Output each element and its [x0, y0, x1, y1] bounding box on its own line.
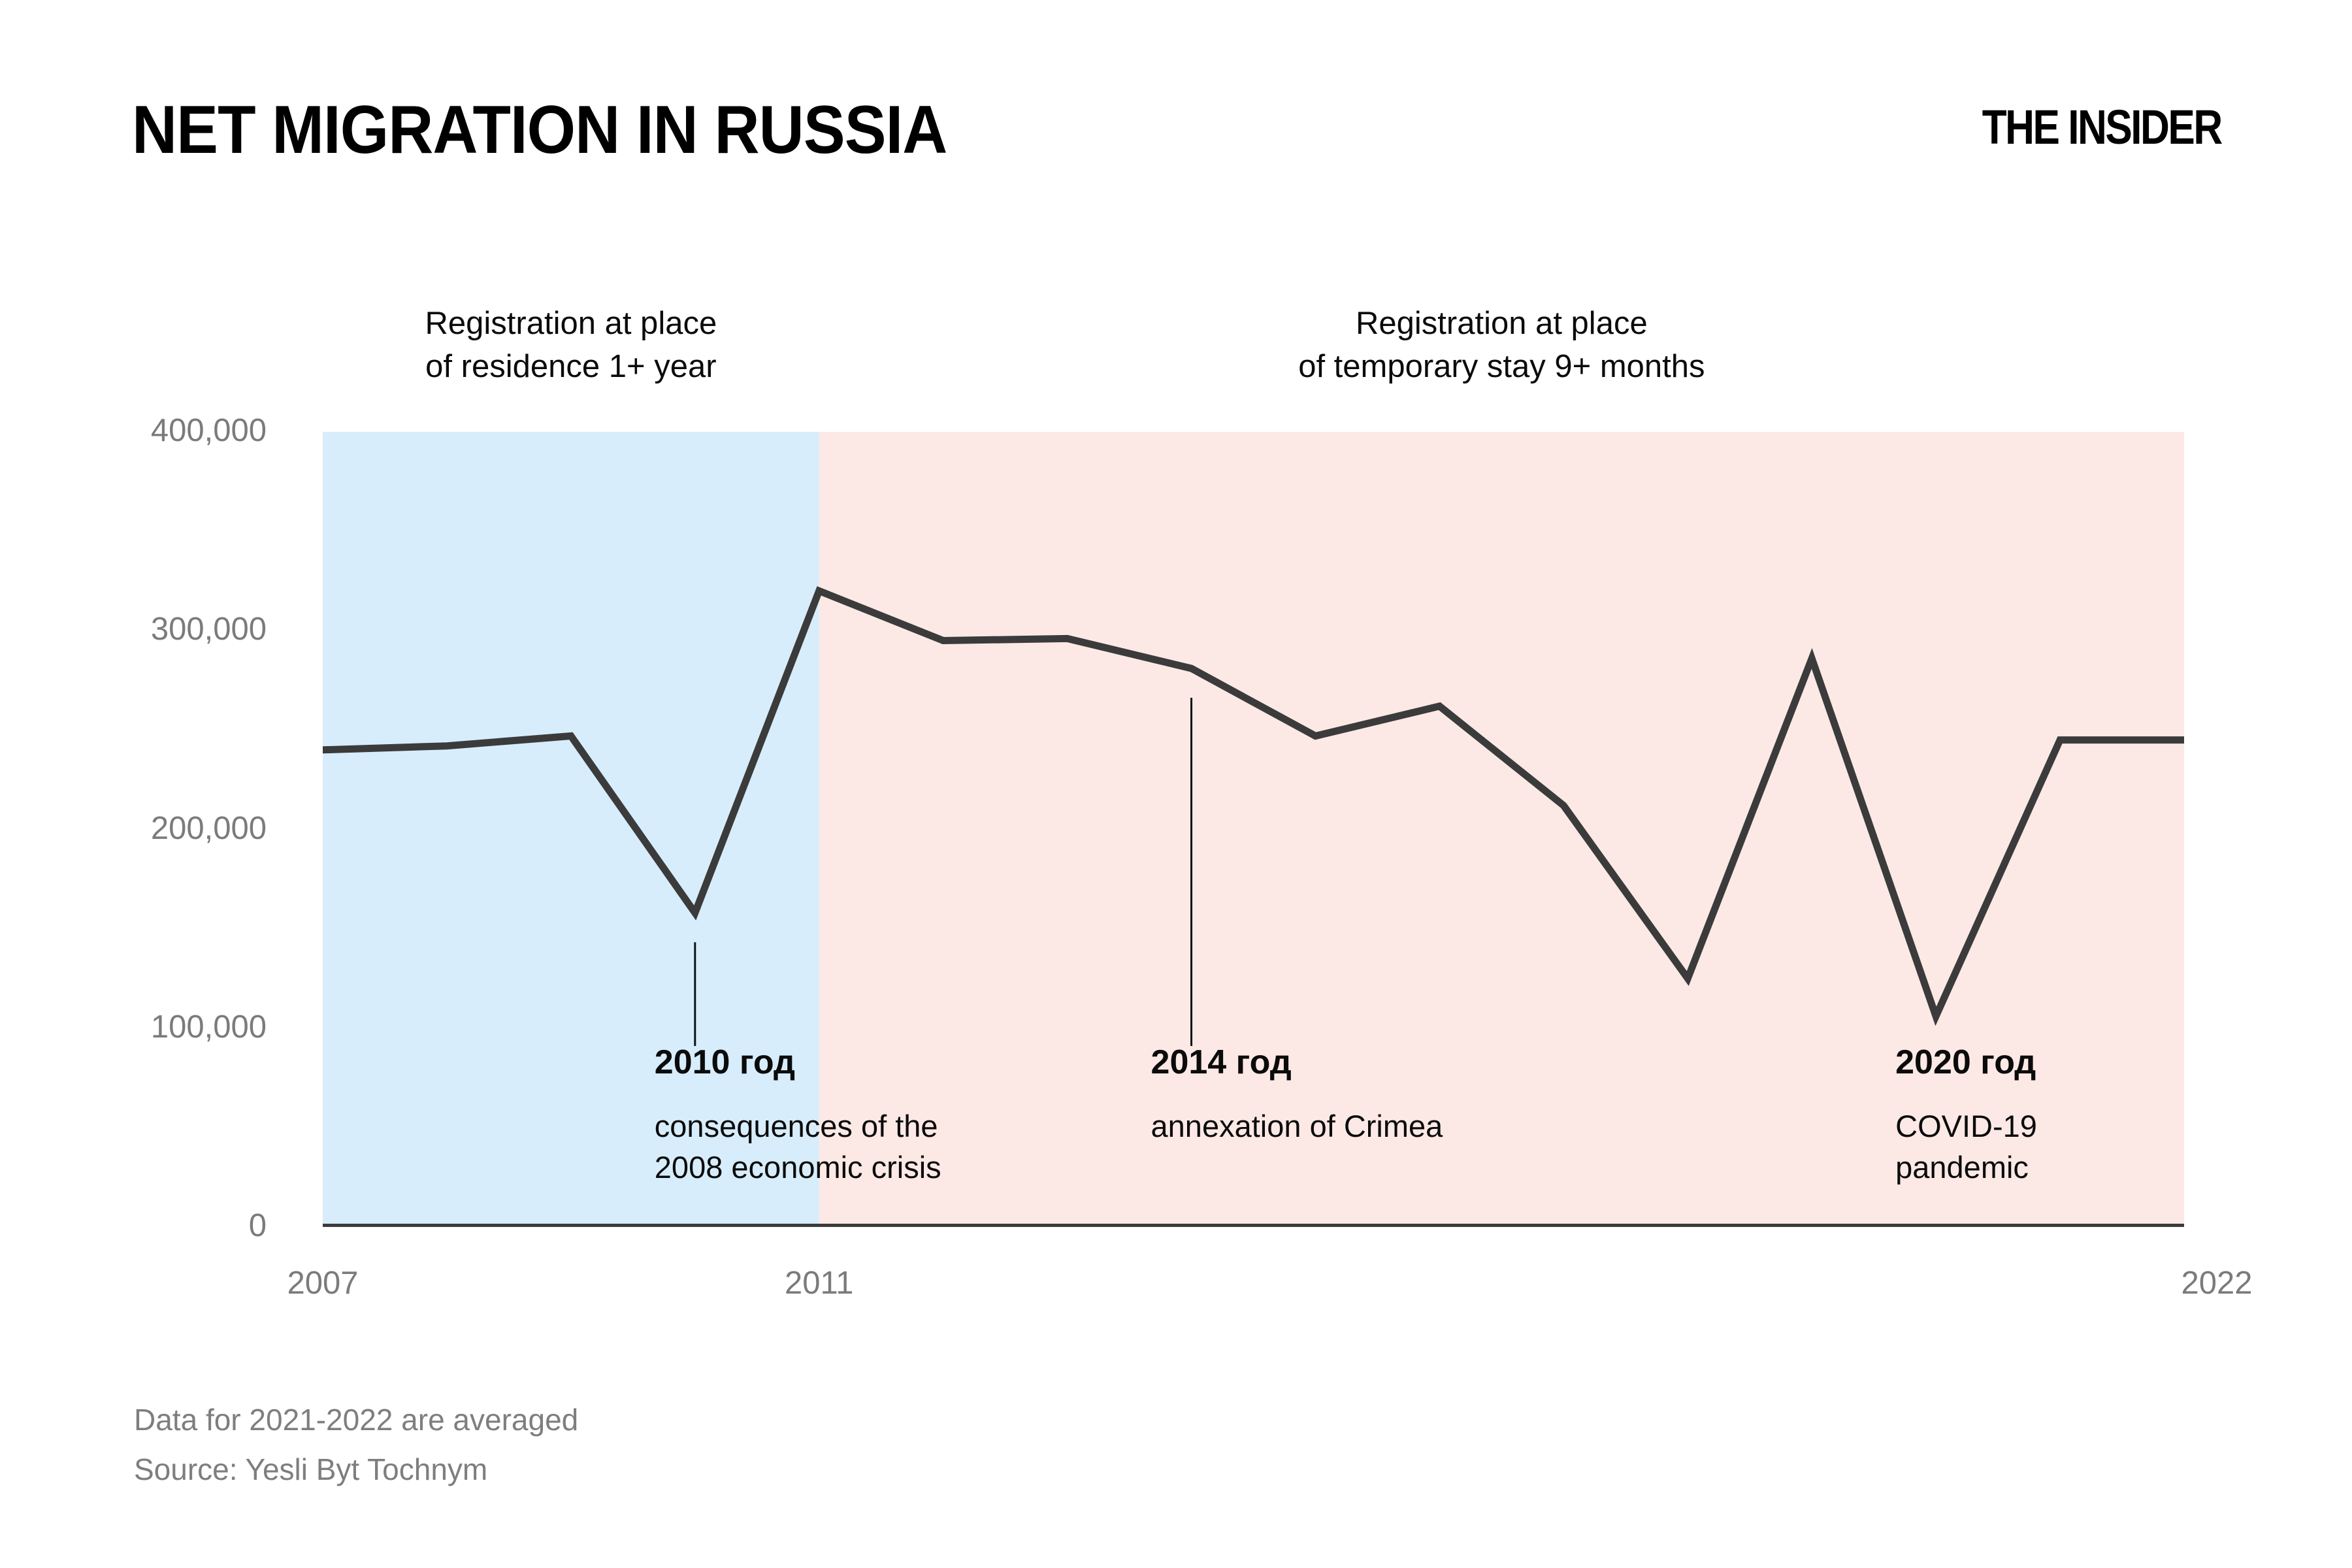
annotation-text: consequences of the [654, 1109, 938, 1143]
region-label-1: Registration at place of residence 1+ yea… [425, 306, 717, 384]
y-tick-100000: 100,000 [150, 1009, 267, 1045]
net-migration-line [323, 586, 2184, 1026]
x-tick-2007: 2007 [287, 1266, 359, 1301]
y-tick-300000: 300,000 [150, 612, 267, 647]
annotation-2010: 2010 год consequences of the 2008 economic… [655, 1043, 941, 1188]
net-migration-line-chart [323, 432, 2184, 1227]
footer-note: Data for 2021-2022 are averaged [134, 1403, 579, 1437]
period-region-1 [323, 432, 819, 1227]
annotation-2014: 2014 год annexation of Crimea [1151, 1043, 1443, 1147]
annotation-year-label: 2020 год [1895, 1043, 2036, 1081]
brand-logo: THE INSIDER [1982, 100, 2223, 154]
annotation-text: COVID-19 [1895, 1109, 2037, 1143]
period-region-2 [819, 432, 2184, 1227]
annotation-year-label: 2010 год [654, 1043, 795, 1081]
page-title: NET MIGRATION IN RUSSIA [132, 92, 947, 168]
annotation-year-label: 2014 год [1151, 1043, 1292, 1081]
footer-source: Source: Yesli Byt Tochnym [134, 1452, 488, 1486]
region-label-2: Registration at place of temporary stay 9… [1298, 306, 1705, 384]
y-tick-0: 0 [248, 1208, 267, 1243]
x-tick-2022: 2022 [2181, 1266, 2253, 1301]
annotation-text: 2008 economic crisis [654, 1150, 941, 1184]
x-tick-2011: 2011 [785, 1266, 854, 1301]
y-tick-200000: 200,000 [150, 810, 267, 846]
annotation-2020: 2020 год COVID-19 pandemic [1895, 1043, 2037, 1188]
annotation-text: pandemic [1895, 1150, 2029, 1184]
y-tick-400000: 400,000 [150, 413, 267, 448]
annotation-text: annexation of Crimea [1151, 1109, 1443, 1143]
